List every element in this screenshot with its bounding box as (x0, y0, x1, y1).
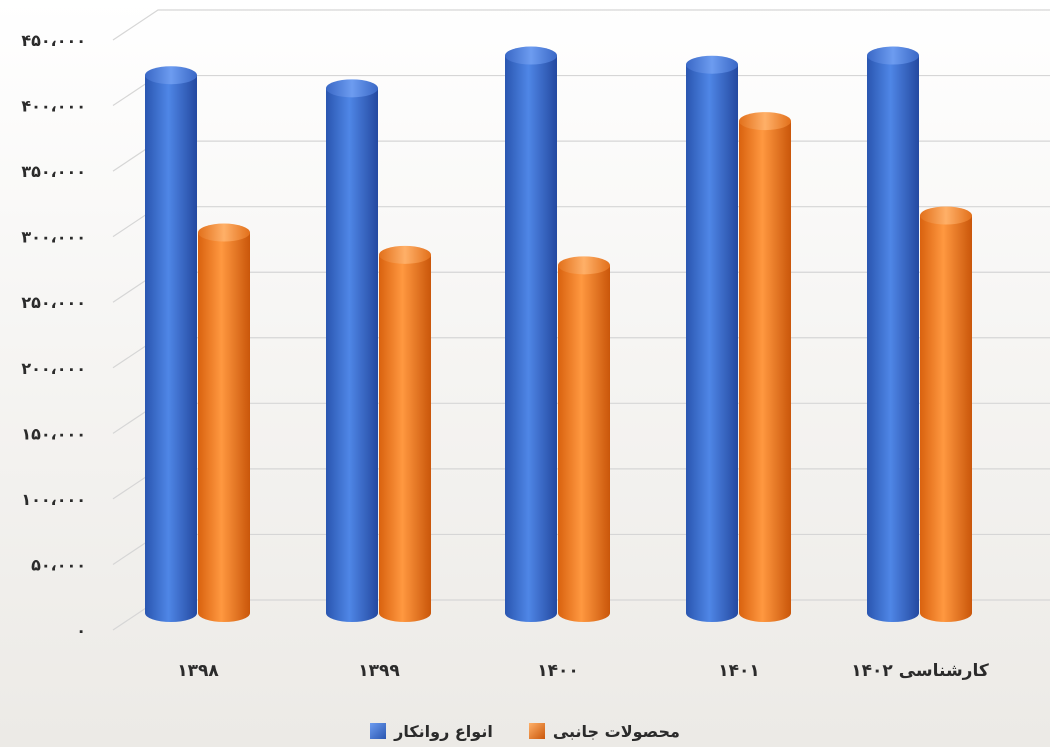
x-category-label: ۱۳۹۸ (177, 661, 219, 681)
bar (326, 79, 378, 623)
x-category-label: ۱۳۹۹ (358, 661, 400, 681)
bar (867, 46, 919, 623)
x-category-label: ۱۴۰۰ (537, 661, 579, 681)
x-axis-categories: ۱۳۹۸ ۱۳۹۹ ۱۴۰۰ ۱۴۰۱ کارشناسی ۱۴۰۲ (177, 661, 989, 681)
legend: انواع روانکار محصولات جانبی (0, 718, 1050, 744)
legend-label-series2: محصولات جانبی (552, 721, 680, 741)
legend-item-series2: محصولات جانبی (528, 721, 680, 741)
legend-item-series1: انواع روانکار (370, 722, 493, 741)
bar (739, 112, 791, 622)
legend-swatch-blue (370, 723, 387, 739)
legend-swatch-orange (528, 723, 545, 739)
bar (379, 245, 431, 622)
legend-label-series1: انواع روانکار (394, 721, 493, 741)
bar (198, 223, 250, 623)
x-category-label: کارشناسی ۱۴۰۲ (851, 661, 989, 681)
y-tick-label: ۱۵۰،۰۰۰ (21, 424, 86, 443)
bar (686, 55, 738, 622)
y-tick-label: ۴۵۰،۰۰۰ (21, 31, 86, 50)
gridline (112, 9, 1050, 41)
y-tick-label: ۴۰۰،۰۰۰ (21, 97, 86, 116)
y-tick-label: ۲۵۰،۰۰۰ (21, 293, 86, 312)
y-tick-label: ۰ (76, 621, 86, 640)
bar (505, 46, 557, 623)
y-tick-label: ۵۰،۰۰۰ (31, 555, 86, 574)
bars (145, 46, 972, 623)
bar (145, 66, 197, 622)
y-tick-label: ۱۰۰،۰۰۰ (21, 490, 86, 509)
y-tick-label: ۲۰۰،۰۰۰ (21, 359, 86, 378)
bar (920, 206, 972, 622)
y-tick-label: ۳۵۰،۰۰۰ (21, 162, 86, 181)
y-tick-label: ۳۰۰،۰۰۰ (21, 228, 86, 247)
y-axis-ticks: ۰ ۵۰،۰۰۰ ۱۰۰،۰۰۰ ۱۵۰،۰۰۰ ۲۰۰،۰۰۰ ۲۵۰،۰۰۰ ۳۰۰،۰… (21, 31, 86, 640)
bar (558, 256, 610, 622)
x-category-label: ۱۴۰۱ (718, 661, 760, 681)
